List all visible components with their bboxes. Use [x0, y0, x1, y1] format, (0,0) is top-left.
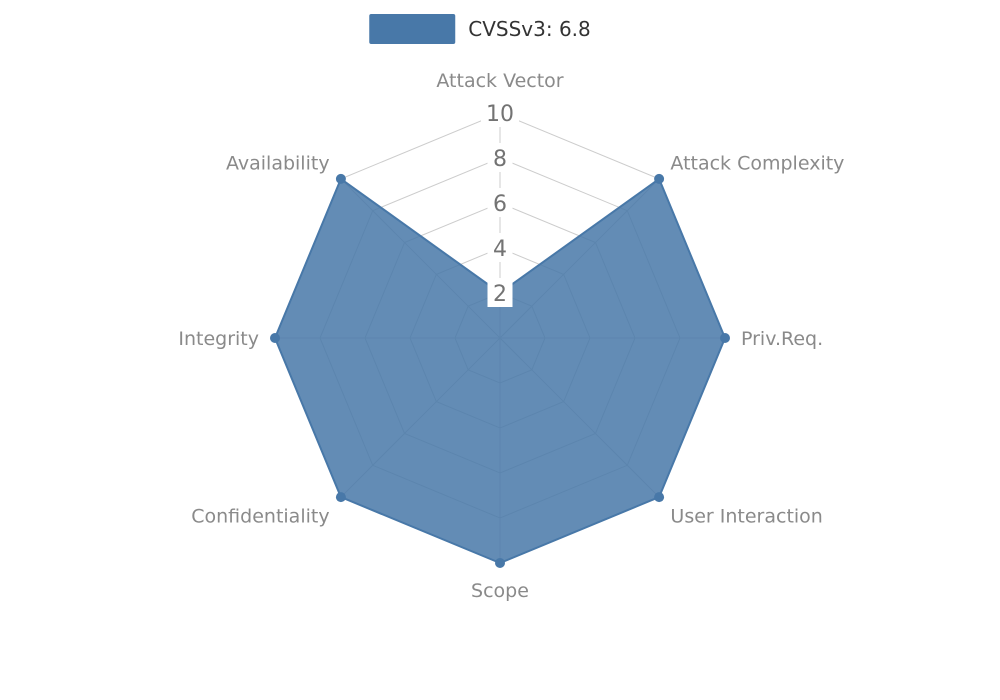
axis-label: Attack Vector	[436, 70, 563, 92]
axis-label: User Interaction	[670, 505, 822, 527]
axis-label: Attack Complexity	[670, 153, 844, 175]
axis-label: Priv.Req.	[741, 328, 823, 350]
tick-label: 2	[493, 282, 507, 307]
data-point	[335, 492, 346, 503]
data-point	[654, 173, 665, 184]
tick-label-bg	[487, 233, 513, 262]
tick-label: 6	[493, 192, 507, 217]
legend-label[interactable]: CVSSv3: 6.8	[468, 17, 591, 41]
tick-label: 4	[493, 237, 507, 262]
data-point	[720, 333, 730, 343]
data-point	[335, 173, 346, 184]
tick-label: 10	[486, 102, 514, 127]
legend-swatch[interactable]	[369, 14, 456, 44]
tick-label-bg	[481, 98, 519, 127]
axis-label: Availability	[226, 153, 330, 175]
data-point	[270, 333, 280, 343]
data-point	[654, 492, 665, 503]
axis-label: Scope	[471, 580, 529, 602]
data-point	[495, 558, 505, 568]
tick-label-bg	[487, 278, 513, 307]
chart-legend[interactable]: CVSSv3: 6.8	[369, 14, 591, 44]
tick-label-bg	[487, 188, 513, 217]
tick-label: 8	[493, 147, 507, 172]
axis-label: Confidentiality	[191, 505, 329, 527]
axis-label: Integrity	[178, 328, 259, 350]
tick-label-bg	[487, 143, 513, 172]
